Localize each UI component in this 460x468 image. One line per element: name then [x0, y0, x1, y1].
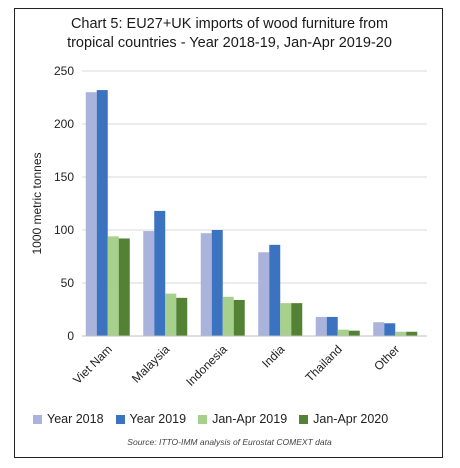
bar-other-jan-apr-2020: [406, 331, 418, 336]
y-tick-label-0: 0: [67, 329, 74, 343]
y-axis-label: 1000 metric tonnes: [30, 152, 44, 254]
bar-india-year-2019: [269, 244, 281, 336]
bar-chart: 0 50 100 150 200 250 1000 metric tonnes Viet Na…: [30, 64, 427, 389]
legend-label: Year 2019: [129, 412, 187, 426]
bar-india-jan-apr-2019: [280, 303, 292, 336]
bar-viet-nam-jan-apr-2020: [118, 238, 130, 336]
chart-title-line-2: tropical countries - Year 2018-19, Jan-A…: [67, 35, 392, 51]
y-tick-label-150: 150: [54, 170, 74, 184]
bar-malaysia-jan-apr-2019: [165, 293, 177, 336]
bar-viet-nam-jan-apr-2019: [107, 236, 119, 336]
bar-thailand-jan-apr-2020: [348, 330, 360, 336]
y-tick-label-250: 250: [54, 64, 74, 78]
chart-title-line-1: Chart 5: EU27+UK imports of wood furnitu…: [70, 16, 389, 32]
legend-item-jan-apr-2019: Jan-Apr 2019: [198, 412, 287, 426]
bar-india-jan-apr-2020: [291, 303, 303, 336]
y-tick-label-50: 50: [61, 276, 75, 290]
legend-item-year-2019: Year 2019: [115, 412, 187, 426]
x-tick-label-indonesia: Indonesia: [183, 342, 230, 389]
bar-indonesia-year-2019: [211, 230, 223, 336]
bar-indonesia-jan-apr-2019: [222, 296, 234, 336]
bar-other-year-2018: [373, 322, 385, 336]
x-tick-label-other: Other: [371, 342, 402, 373]
bar-other-year-2019: [384, 323, 396, 336]
y-tick-label-100: 100: [54, 223, 74, 237]
bar-indonesia-year-2018: [200, 233, 212, 336]
bar-malaysia-year-2018: [143, 231, 155, 336]
legend-label: Year 2018: [47, 412, 104, 426]
legend-label: Jan-Apr 2019: [212, 412, 288, 426]
x-tick-label-thailand: Thailand: [302, 342, 344, 384]
bar-thailand-year-2019: [326, 316, 338, 336]
y-tick-label-200: 200: [54, 117, 74, 131]
source-note: Source: ITTO-IMM analysis of Eurostat CO…: [127, 437, 332, 447]
legend-swatch: [33, 414, 42, 424]
chart-legend: Year 2018 Year 2019 Jan-Apr 2019 Jan-Apr 20…: [33, 412, 453, 426]
bar-india-year-2018: [258, 252, 270, 336]
chart-title: Chart 5: EU27+UK imports of wood furnitu…: [15, 15, 444, 53]
bar-malaysia-year-2019: [154, 210, 166, 336]
bar-thailand-year-2018: [315, 316, 327, 336]
legend-swatch: [299, 414, 309, 424]
x-tick-label-viet-nam: Viet Nam: [70, 342, 115, 387]
bar-viet-nam-year-2018: [85, 92, 97, 336]
bar-indonesia-jan-apr-2020: [233, 299, 245, 336]
bar-thailand-jan-apr-2019: [337, 329, 349, 336]
legend-label: Jan-Apr 2020: [313, 412, 389, 426]
bar-malaysia-jan-apr-2020: [176, 297, 188, 336]
x-tick-label-malaysia: Malaysia: [129, 342, 173, 386]
legend-item-jan-apr-2020: Jan-Apr 2020: [299, 412, 388, 426]
legend-swatch: [115, 414, 125, 424]
legend-swatch: [198, 414, 208, 424]
bar-other-jan-apr-2019: [395, 331, 407, 336]
chart-frame: Chart 5: EU27+UK imports of wood furnitu…: [14, 8, 443, 458]
bar-viet-nam-year-2019: [96, 90, 108, 336]
x-tick-label-india: India: [259, 342, 288, 371]
legend-item-year-2018: Year 2018: [33, 412, 104, 426]
